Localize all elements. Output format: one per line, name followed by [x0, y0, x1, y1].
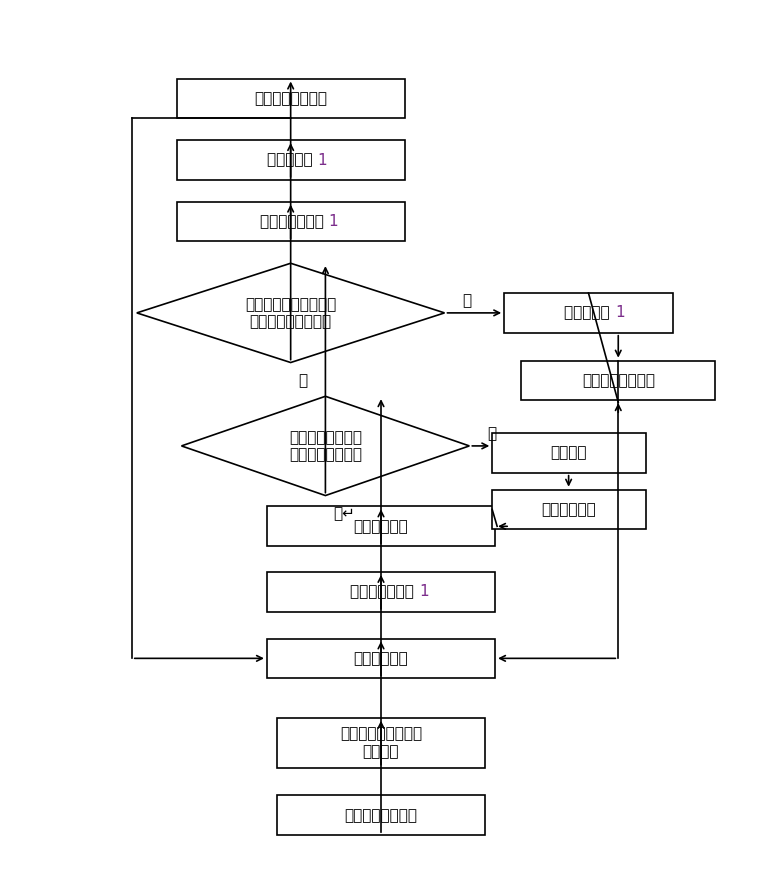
Text: 接收第二脉冲: 接收第二脉冲: [354, 519, 408, 534]
Text: 主、辅计数器清零: 主、辅计数器清零: [255, 91, 327, 106]
Text: 否: 否: [299, 373, 308, 388]
Bar: [491, 433, 645, 473]
Bar: [177, 202, 405, 242]
Bar: [521, 361, 715, 401]
Bar: [267, 507, 495, 547]
Text: 总计数器加: 总计数器加: [267, 153, 317, 168]
Text: 抛弃脉冲: 抛弃脉冲: [550, 446, 587, 461]
Text: 是: 是: [463, 294, 472, 308]
Text: 再次接收脉冲: 再次接收脉冲: [541, 502, 596, 517]
Text: 设定脉冲时间阈值: 设定脉冲时间阈值: [344, 807, 418, 823]
Text: 1: 1: [419, 584, 429, 600]
Bar: [177, 140, 405, 180]
Text: 主或辅计数器清零: 主或辅计数器清零: [581, 373, 655, 388]
Text: 接收第一脉冲: 接收第一脉冲: [354, 651, 408, 666]
Polygon shape: [137, 263, 444, 362]
Text: 1: 1: [317, 153, 327, 168]
Bar: [277, 718, 485, 767]
Bar: [267, 572, 495, 612]
Bar: [267, 639, 495, 678]
Text: 否: 否: [487, 427, 496, 441]
Text: 1: 1: [615, 305, 624, 321]
Bar: [504, 293, 673, 333]
Bar: [491, 489, 645, 529]
Text: 是↵: 是↵: [333, 506, 355, 521]
Bar: [277, 795, 485, 835]
Polygon shape: [181, 396, 469, 495]
Text: 辅或主计数器加: 辅或主计数器加: [260, 214, 328, 229]
Bar: [177, 78, 405, 118]
Text: 主或辅计数器加: 主或辅计数器加: [351, 584, 419, 600]
Text: 判断时间间隔是否
小于脉冲时间阈值: 判断时间间隔是否 小于脉冲时间阈值: [289, 429, 362, 462]
Text: 1: 1: [328, 214, 338, 229]
Text: 总计数器加: 总计数器加: [565, 305, 615, 321]
Text: 设定主、辅计数器和
总计数器: 设定主、辅计数器和 总计数器: [340, 726, 422, 759]
Text: 判断时间间隔是否大于
脉冲时间阈值的二倍: 判断时间间隔是否大于 脉冲时间阈值的二倍: [245, 296, 336, 329]
